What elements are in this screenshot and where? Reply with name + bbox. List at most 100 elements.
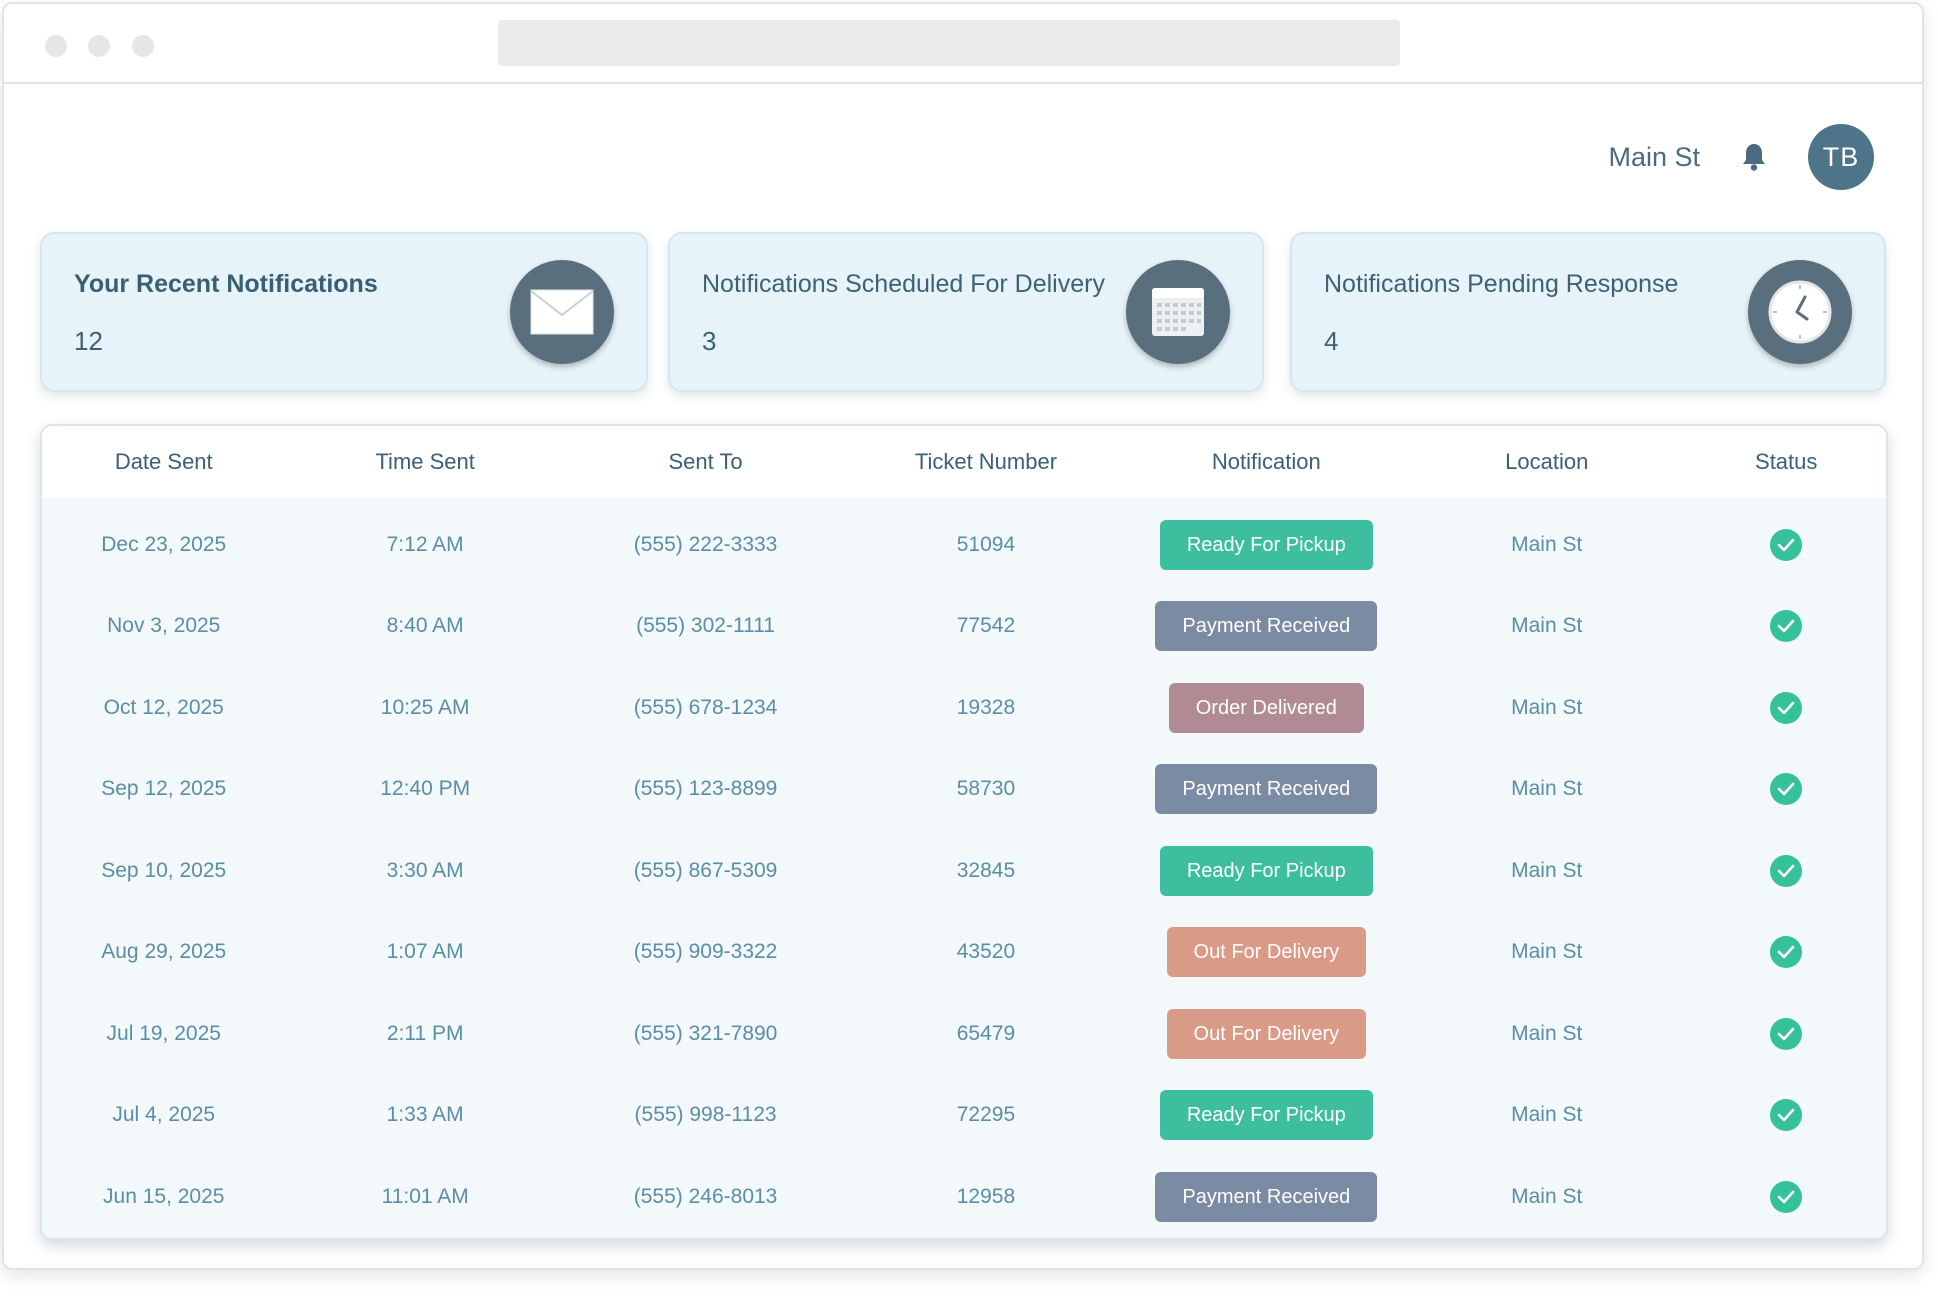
top-nav: Main St TB [1608,122,1874,192]
notification-badge[interactable]: Payment Received [1155,601,1378,652]
notification-badge[interactable]: Out For Delivery [1166,1008,1367,1059]
notification-badge[interactable]: Ready For Pickup [1159,845,1373,896]
column-header-ticket-number[interactable]: Ticket Number [914,449,1058,474]
notification-cell: Order Delivered [1126,682,1407,733]
column-header-date-sent[interactable]: Date Sent [114,449,213,474]
notification-badge[interactable]: Out For Delivery [1166,927,1367,978]
table-header: Date Sent Time Sent Sent To Ticket Numbe… [42,426,1886,498]
check-icon [1770,1180,1803,1213]
date-cell: Sep 10, 2025 [101,858,227,882]
card-title: Your Recent Notifications [74,270,378,298]
column-header-location[interactable]: Location [1505,449,1589,474]
check-icon [1770,528,1803,561]
check-icon [1770,773,1803,806]
bell-icon[interactable] [1740,141,1768,173]
notification-cell: Ready For Pickup [1126,1090,1407,1141]
location-cell: Main St [1511,1021,1583,1045]
table-row[interactable]: Aug 29, 2025 1:07 AM (555) 909-3322 4352… [42,912,1886,994]
status-cell [1686,528,1886,561]
notification-badge[interactable]: Ready For Pickup [1159,1090,1373,1141]
card-title: Notifications Pending Response [1324,270,1679,298]
table-row[interactable]: Jul 19, 2025 2:11 PM (555) 321-7890 6547… [42,993,1886,1075]
column-header-status[interactable]: Status [1755,449,1818,474]
location-cell: Main St [1511,1103,1583,1127]
recent-notifications-card[interactable]: Your Recent Notifications 12 [40,232,648,392]
time-cell: 1:33 AM [386,1103,464,1127]
ticket-cell: 51094 [956,532,1016,556]
location-cell: Main St [1511,858,1583,882]
location-cell: Main St [1511,777,1583,801]
time-cell: 1:07 AM [386,940,464,964]
pending-notifications-card[interactable]: Notifications Pending Response 4 [1290,232,1886,392]
window-minimize-dot[interactable] [88,35,110,57]
time-cell: 10:25 AM [380,695,470,719]
ticket-cell: 43520 [956,940,1016,964]
phone-cell: (555) 867-5309 [633,858,778,882]
time-cell: 8:40 AM [386,614,464,638]
phone-cell: (555) 998-1123 [634,1103,777,1127]
notification-badge[interactable]: Payment Received [1155,1171,1378,1222]
column-header-notification[interactable]: Notification [1211,449,1321,474]
location-selector[interactable]: Main St [1608,141,1700,172]
phone-cell: (555) 909-3322 [633,940,778,964]
location-cell: Main St [1511,940,1583,964]
table-row[interactable]: Oct 12, 2025 10:25 AM (555) 678-1234 193… [42,667,1886,749]
card-count: 12 [74,326,103,356]
status-cell [1686,1017,1886,1050]
window-close-dot[interactable] [45,35,67,57]
status-cell [1686,854,1886,887]
table-body: Dec 23, 2025 7:12 AM (555) 222-3333 5109… [42,498,1886,1238]
time-cell: 11:01 AM [381,1184,469,1208]
ticket-cell: 65479 [956,1021,1016,1045]
location-cell: Main St [1511,532,1583,556]
table-row[interactable]: Dec 23, 2025 7:12 AM (555) 222-3333 5109… [42,504,1886,586]
status-cell [1686,936,1886,969]
check-icon [1770,1017,1803,1050]
time-cell: 3:30 AM [386,858,464,882]
notifications-table: Date Sent Time Sent Sent To Ticket Numbe… [40,424,1888,1240]
status-cell [1686,1099,1886,1132]
notification-badge[interactable]: Order Delivered [1168,682,1364,733]
ticket-cell: 77542 [956,614,1016,638]
time-cell: 2:11 PM [386,1021,464,1045]
card-count: 3 [702,326,717,356]
avatar[interactable]: TB [1808,124,1874,190]
card-title: Notifications Scheduled For Delivery [702,270,1105,298]
ticket-cell: 12958 [956,1184,1016,1208]
notification-cell: Ready For Pickup [1126,845,1407,896]
date-cell: Jul 19, 2025 [106,1021,221,1045]
table-row[interactable]: Sep 12, 2025 12:40 PM (555) 123-8899 587… [42,749,1886,831]
check-icon [1770,936,1803,969]
ticket-cell: 58730 [956,777,1016,801]
notification-cell: Ready For Pickup [1126,519,1407,570]
date-cell: Aug 29, 2025 [101,940,227,964]
table-row[interactable]: Jul 4, 2025 1:33 AM (555) 998-1123 72295… [42,1075,1886,1157]
location-cell: Main St [1511,1184,1583,1208]
ticket-cell: 32845 [956,858,1016,882]
table-row[interactable]: Sep 10, 2025 3:30 AM (555) 867-5309 3284… [42,830,1886,912]
window-maximize-dot[interactable] [132,35,154,57]
column-header-time-sent[interactable]: Time Sent [375,449,475,474]
table-row[interactable]: Nov 3, 2025 8:40 AM (555) 302-1111 77542… [42,586,1886,668]
phone-cell: (555) 123-8899 [633,777,778,801]
status-cell [1686,773,1886,806]
phone-cell: (555) 678-1234 [633,695,778,719]
calendar-icon [1126,260,1230,364]
address-bar[interactable] [498,20,1400,66]
phone-cell: (555) 222-3333 [633,532,778,556]
status-cell [1686,610,1886,643]
phone-cell: (555) 246-8013 [633,1184,778,1208]
notification-badge[interactable]: Ready For Pickup [1159,519,1373,570]
location-cell: Main St [1511,614,1583,638]
time-cell: 12:40 PM [380,777,471,801]
notification-cell: Out For Delivery [1126,1008,1407,1059]
status-cell [1686,691,1886,724]
table-row[interactable]: Jun 15, 2025 11:01 AM (555) 246-8013 129… [42,1156,1886,1238]
notification-badge[interactable]: Payment Received [1155,764,1378,815]
check-icon [1770,1099,1803,1132]
date-cell: Nov 3, 2025 [107,614,221,638]
column-header-sent-to[interactable]: Sent To [668,449,743,474]
scheduled-notifications-card[interactable]: Notifications Scheduled For Delivery 3 [668,232,1264,392]
location-cell: Main St [1511,695,1583,719]
clock-icon [1748,260,1852,364]
